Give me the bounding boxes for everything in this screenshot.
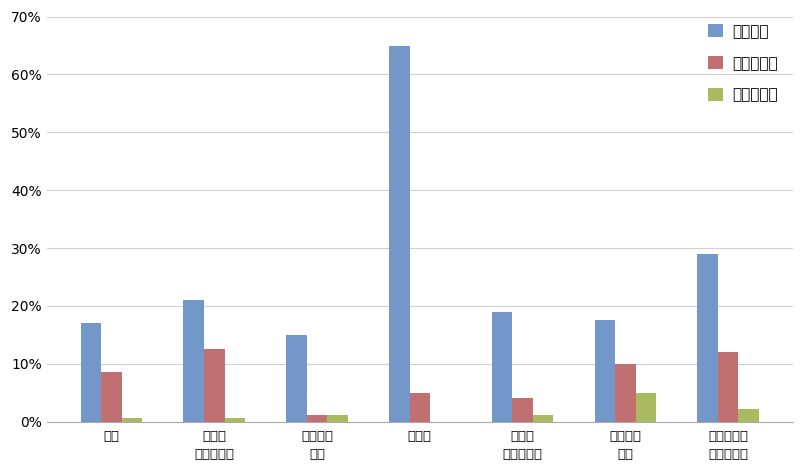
Bar bbox=[204, 349, 224, 421]
Bar bbox=[593, 320, 614, 421]
Bar bbox=[696, 254, 717, 421]
Bar bbox=[80, 323, 101, 421]
Bar bbox=[183, 300, 204, 421]
Bar bbox=[717, 352, 737, 421]
Bar bbox=[737, 409, 758, 421]
Bar bbox=[307, 414, 327, 421]
Bar bbox=[635, 393, 655, 421]
Bar bbox=[491, 312, 512, 421]
Bar bbox=[614, 364, 635, 421]
Bar bbox=[532, 414, 552, 421]
Legend: 変化なし, 低下・減少, 上昇・増加: 変化なし, 低下・減少, 上昇・増加 bbox=[699, 16, 785, 110]
Bar bbox=[224, 418, 245, 421]
Bar bbox=[409, 393, 430, 421]
Bar bbox=[512, 398, 532, 421]
Bar bbox=[389, 45, 409, 421]
Bar bbox=[327, 414, 348, 421]
Bar bbox=[101, 372, 121, 421]
Bar bbox=[121, 418, 142, 421]
Bar bbox=[286, 335, 307, 421]
